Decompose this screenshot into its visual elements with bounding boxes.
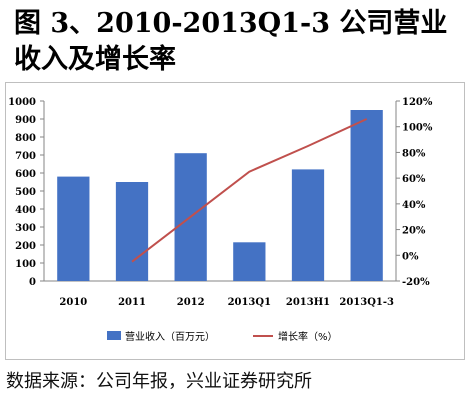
left-tick-label: 500 (15, 187, 36, 198)
left-tick-label: 1000 (8, 97, 36, 108)
growth-rate-line (131, 118, 368, 263)
x-tick-label: 2010 (59, 297, 87, 308)
left-tick-label: 800 (15, 133, 36, 144)
revenue-bar (291, 169, 325, 281)
revenue-bar (57, 176, 90, 281)
left-tick-label: 0 (29, 277, 36, 288)
left-tick-label: 600 (15, 169, 36, 180)
legend-bar-swatch (107, 331, 121, 340)
legend-label: 增长率（%） (278, 330, 338, 343)
revenue-bar (233, 242, 266, 281)
right-tick-label: 80% (402, 148, 426, 159)
left-tick-label: 100 (15, 259, 36, 270)
x-tick-label: 2013H1 (286, 297, 330, 308)
revenue-bar (350, 110, 383, 281)
left-tick-label: 900 (15, 115, 36, 126)
x-tick-label: 2012 (177, 297, 205, 308)
x-tick-label: 2011 (118, 297, 146, 308)
combo-chart: 10009008007006005004003002001000120%100%… (8, 97, 433, 343)
page-title: 图 3、2010-2013Q1-3 公司营业收入及增长率 (14, 8, 448, 75)
left-tick-label: 200 (15, 241, 36, 252)
chart-container: 1000 900 800 700 600 500 400 300 200 100 0 120% 100%… (5, 82, 465, 360)
right-tick-label: 20% (402, 226, 426, 237)
source-note: 数据来源：公司年报，兴业证券研究所 (6, 371, 312, 392)
right-tick-label: 40% (402, 200, 426, 211)
right-tick-label: 0% (402, 251, 419, 262)
x-tick-label: 2013Q1-3 (339, 297, 394, 308)
legend-label: 营业收入（百万元） (125, 330, 215, 343)
right-tick-label: -20% (402, 277, 430, 288)
right-tick-label: 120% (402, 97, 433, 108)
right-tick-label: 60% (402, 174, 426, 185)
revenue-bar (115, 182, 149, 281)
x-tick-label: 2013Q1 (228, 297, 272, 308)
left-tick-label: 300 (15, 223, 36, 234)
left-tick-label: 700 (15, 151, 36, 162)
right-tick-label: 100% (402, 123, 433, 134)
left-tick-label: 400 (15, 205, 36, 216)
